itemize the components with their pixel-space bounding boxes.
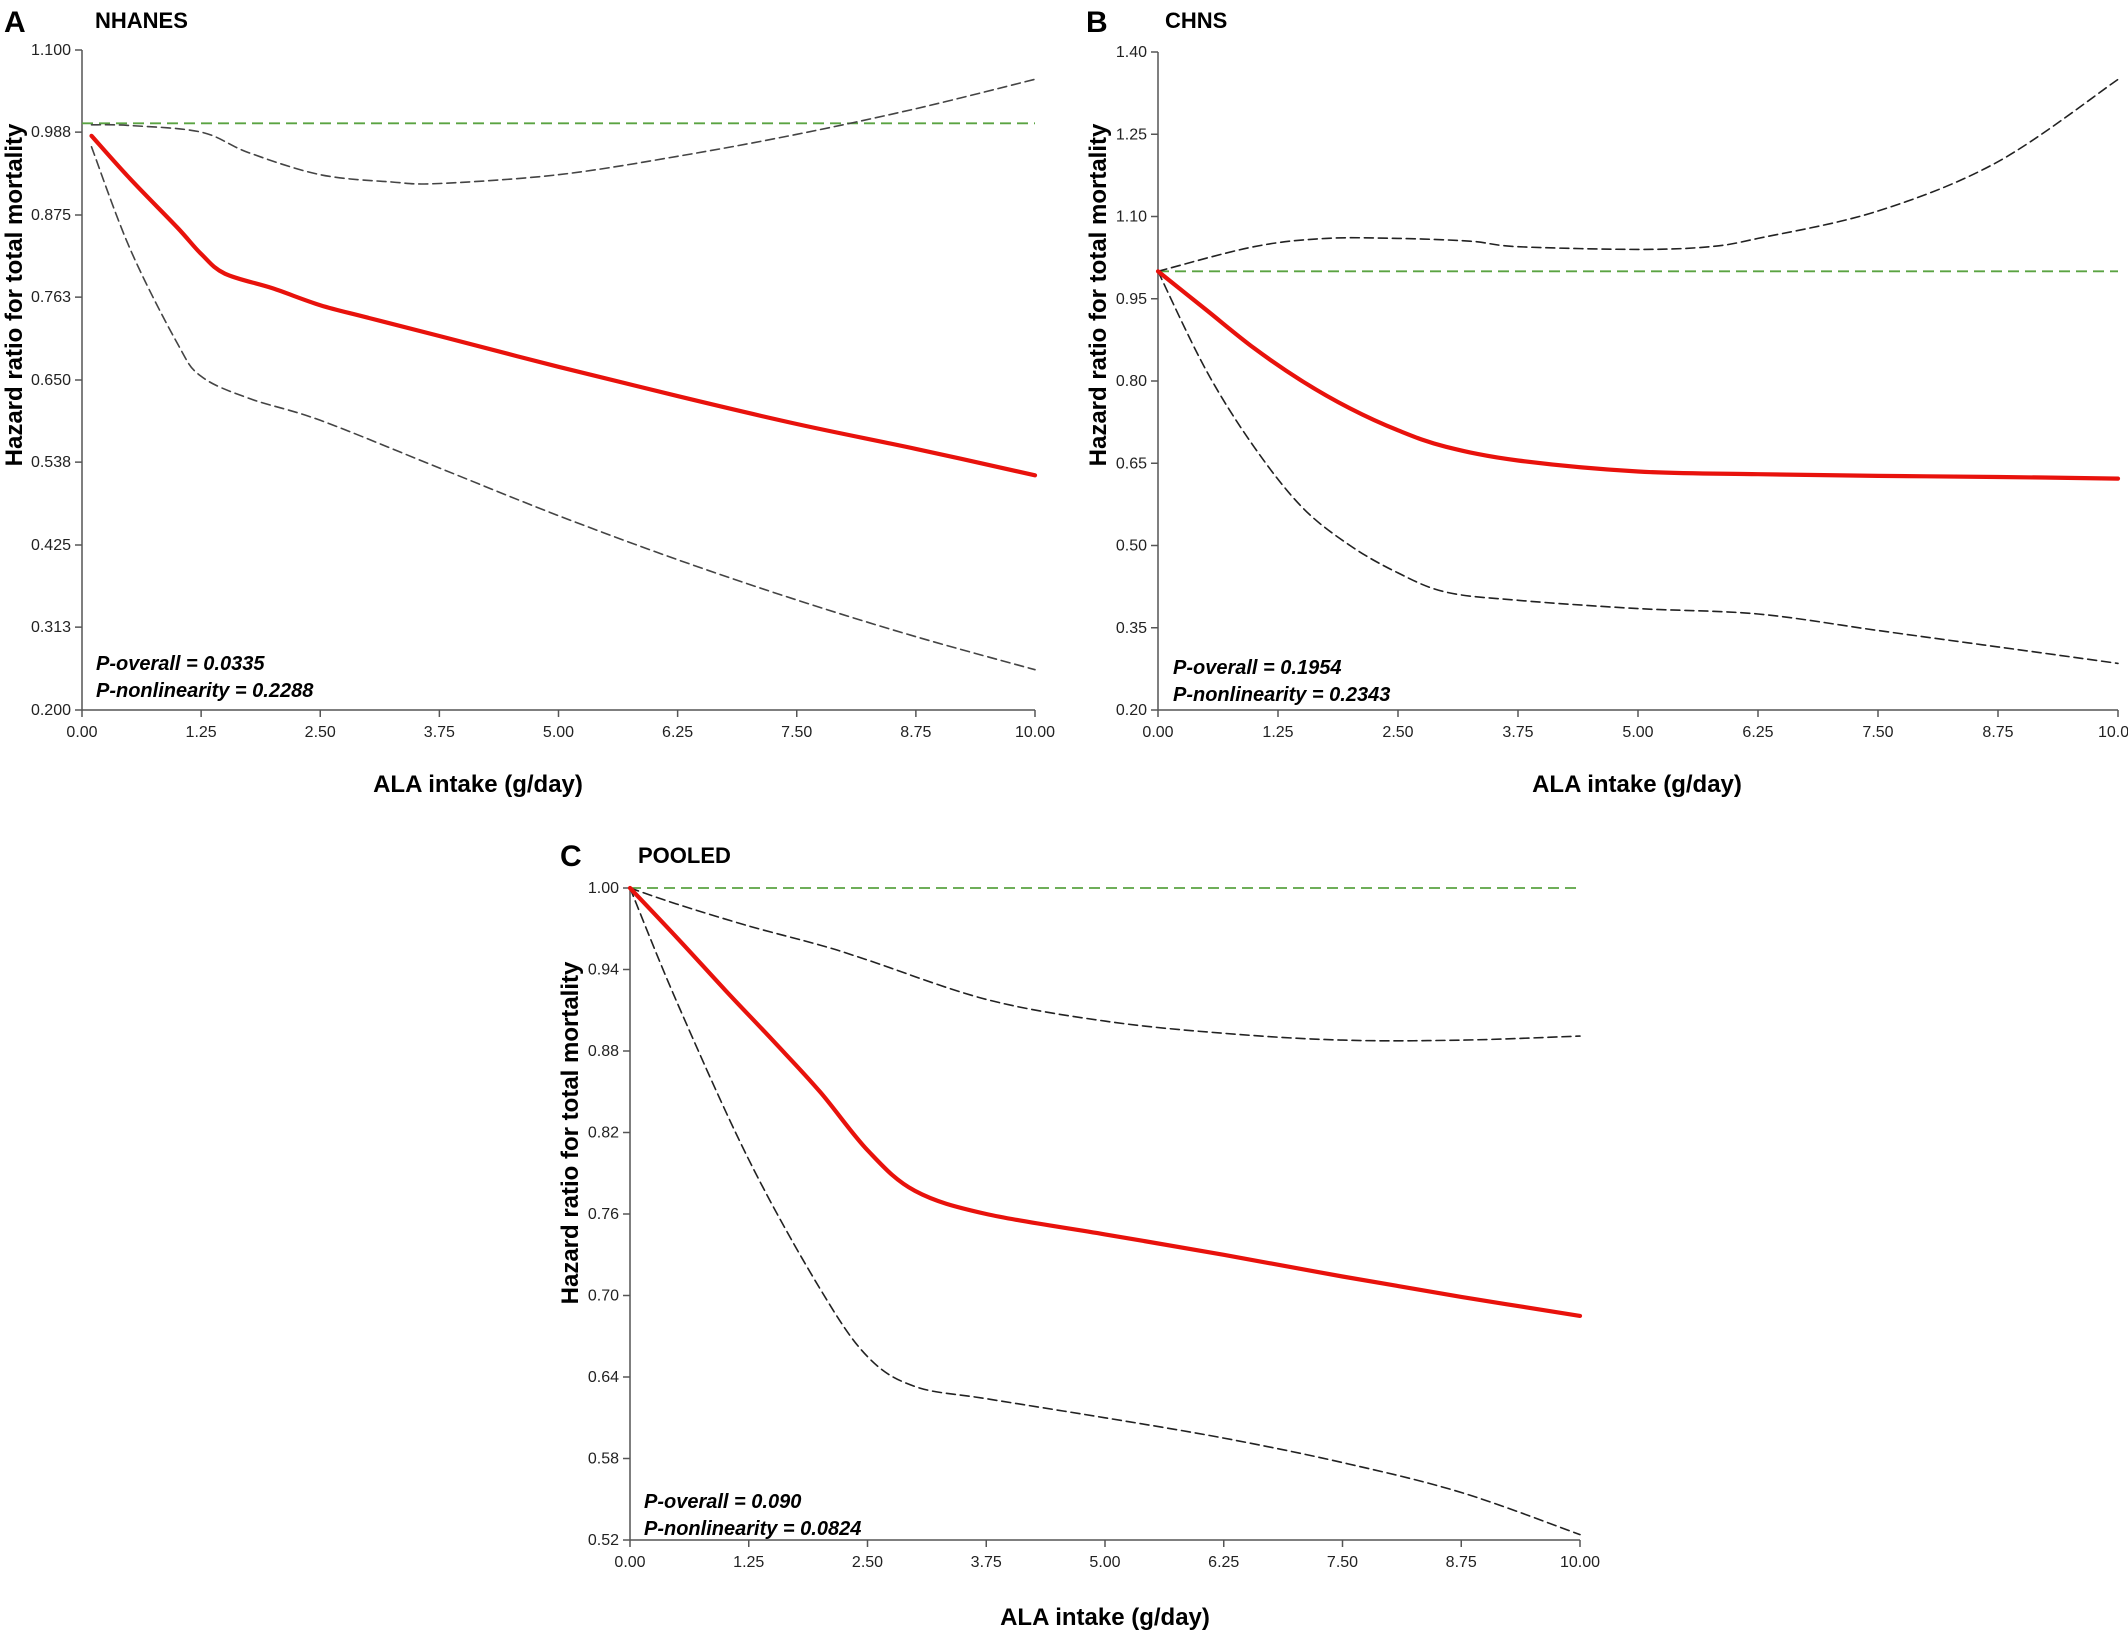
panel-b-x-tick-label: 7.50 <box>1862 724 1893 741</box>
panel-b-y-tick-label: 0.80 <box>1116 373 1147 390</box>
panel-a-x-tick-label: 2.50 <box>305 724 336 741</box>
panel-b-y-tick-label: 0.50 <box>1116 538 1147 555</box>
panel-c-upper-ci-line <box>629 887 1581 1042</box>
panel-b-y-tick-label: 0.20 <box>1116 702 1147 719</box>
panel-a-x-tick-label: 8.75 <box>900 724 931 741</box>
panel-b-y-tick-label: 0.65 <box>1116 455 1147 472</box>
panel-b-x-axis-label: ALA intake (g/day) <box>1532 771 1742 798</box>
panel-c-y-tick-label: 0.88 <box>588 1043 619 1060</box>
panel-a-y-axis-label: Hazard ratio for total mortality <box>1 123 28 466</box>
panel-a-x-tick-label: 6.25 <box>662 724 693 741</box>
panel-b-estimate-line <box>1155 269 2121 481</box>
panel-c-p-overall: P-overall = 0.090 <box>644 1491 801 1513</box>
panel-a-y-tick-label: 0.200 <box>31 702 71 719</box>
panel-b-title: CHNS <box>1165 8 1227 33</box>
panel-c-y-axis-label: Hazard ratio for total mortality <box>557 961 584 1304</box>
panel-a-p-overall: P-overall = 0.0335 <box>96 653 265 675</box>
panel-a-y-tick-label: 0.538 <box>31 454 71 471</box>
panel-a-p-nonlinearity: P-nonlinearity = 0.2288 <box>96 680 314 702</box>
panel-b-y-tick-label: 0.35 <box>1116 620 1147 637</box>
panel-c-p-nonlinearity: P-nonlinearity = 0.0824 <box>644 1518 861 1540</box>
panel-a-y-tick-label: 0.650 <box>31 372 71 389</box>
panel-a-letter: A <box>4 6 26 39</box>
panel-c-y-tick-label: 0.82 <box>588 1125 619 1142</box>
panel-c-x-tick-label: 10.00 <box>1560 1554 1600 1571</box>
panel-a-x-tick-label: 3.75 <box>424 724 455 741</box>
panel-b-x-tick-label: 6.25 <box>1742 724 1773 741</box>
panel-c-letter: C <box>560 840 582 873</box>
panel-c-x-tick-label: 7.50 <box>1327 1554 1358 1571</box>
panel-b-x-tick-label: 5.00 <box>1622 724 1653 741</box>
panel-a-x-tick-label: 1.25 <box>186 724 217 741</box>
panel-c-x-tick-label: 6.25 <box>1208 1554 1239 1571</box>
panel-a-y-tick-label: 0.425 <box>31 537 71 554</box>
panel-b-lower-ci-line <box>1157 270 2119 665</box>
panel-b-y-tick-label: 0.95 <box>1116 291 1147 308</box>
panel-a-x-tick-label: 7.50 <box>781 724 812 741</box>
panel-b-plot-area: 0.20 0.35 0.50 0.65 0.80 0.95 1.10 1.25 1.40 0.00… <box>1116 44 2128 741</box>
panel-c-x-axis-label: ALA intake (g/day) <box>1000 1604 1210 1630</box>
panel-c-x-tick-label: 8.75 <box>1446 1554 1477 1571</box>
panel-b-y-tick-label: 1.10 <box>1116 209 1147 226</box>
panel-a-y-tick-label: 0.313 <box>31 619 71 636</box>
panel-a-x-axis-label: ALA intake (g/day) <box>373 771 583 798</box>
panel-a-lower-ci-line <box>90 146 1036 671</box>
panel-b-p-overall: P-overall = 0.1954 <box>1173 657 1341 679</box>
panel-b-y-axis-label: Hazard ratio for total mortality <box>1085 123 1112 466</box>
panel-a-upper-ci-line <box>90 78 1036 185</box>
panel-b-y-tick-label: 1.25 <box>1116 126 1147 143</box>
panel-c-estimate-line <box>627 885 1583 1318</box>
panel-c-x-tick-label: 3.75 <box>971 1554 1002 1571</box>
panel-c-plot-area: 0.52 0.58 0.64 0.70 0.76 0.82 0.88 0.94 1.00 0.00… <box>588 880 1600 1571</box>
panel-a-y-tick-label: 0.988 <box>31 124 71 141</box>
panel-b-letter: B <box>1086 6 1108 39</box>
panel-a-plot-area: 0.200 0.313 0.425 0.538 0.650 0.763 0.875 0.988… <box>31 42 1055 741</box>
panel-c-x-tick-label: 2.50 <box>852 1554 883 1571</box>
panel-c-y-tick-label: 0.64 <box>588 1369 619 1386</box>
panel-c-y-tick-label: 0.52 <box>588 1532 619 1549</box>
panel-c-lower-ci-line <box>629 887 1581 1536</box>
panel-b-x-tick-label: 10.00 <box>2098 724 2128 741</box>
panel-c-y-tick-label: 0.70 <box>588 1288 619 1305</box>
panel-a-title: NHANES <box>95 8 188 33</box>
panel-b-x-tick-label: 0.00 <box>1142 724 1173 741</box>
panel-c-title: POOLED <box>638 843 731 868</box>
panel-c-y-tick-label: 1.00 <box>588 880 619 897</box>
panel-c: C POOLED Hazard ratio for total mortalit… <box>557 840 1600 1630</box>
panel-b-x-tick-label: 8.75 <box>1982 724 2013 741</box>
panel-c-x-tick-label: 0.00 <box>614 1554 645 1571</box>
panel-b-x-tick-label: 3.75 <box>1502 724 1533 741</box>
panel-a-x-tick-label: 5.00 <box>543 724 574 741</box>
panel-c-x-tick-label: 5.00 <box>1089 1554 1120 1571</box>
panel-a-estimate-line <box>89 133 1038 478</box>
panel-b-x-tick-label: 1.25 <box>1262 724 1293 741</box>
panel-c-y-tick-label: 0.76 <box>588 1206 619 1223</box>
panel-b-upper-ci-line <box>1157 78 2119 273</box>
panel-b-y-tick-label: 1.40 <box>1116 44 1147 61</box>
panel-b-p-nonlinearity: P-nonlinearity = 0.2343 <box>1173 684 1390 706</box>
panel-c-y-tick-label: 0.58 <box>588 1451 619 1468</box>
panel-c-x-tick-label: 1.25 <box>733 1554 764 1571</box>
panel-a-y-tick-label: 0.875 <box>31 207 71 224</box>
panel-c-y-tick-label: 0.94 <box>588 962 619 979</box>
panel-b: B CHNS Hazard ratio for total mortality … <box>1085 6 2128 798</box>
panel-a-y-tick-label: 0.763 <box>31 289 71 306</box>
panel-a-x-tick-label: 0.00 <box>66 724 97 741</box>
panel-a-x-tick-label: 10.00 <box>1015 724 1055 741</box>
panel-a-y-tick-label: 1.100 <box>31 42 71 59</box>
panel-a: A NHANES Hazard ratio for total mortalit… <box>1 6 1055 798</box>
panel-b-x-tick-label: 2.50 <box>1382 724 1413 741</box>
